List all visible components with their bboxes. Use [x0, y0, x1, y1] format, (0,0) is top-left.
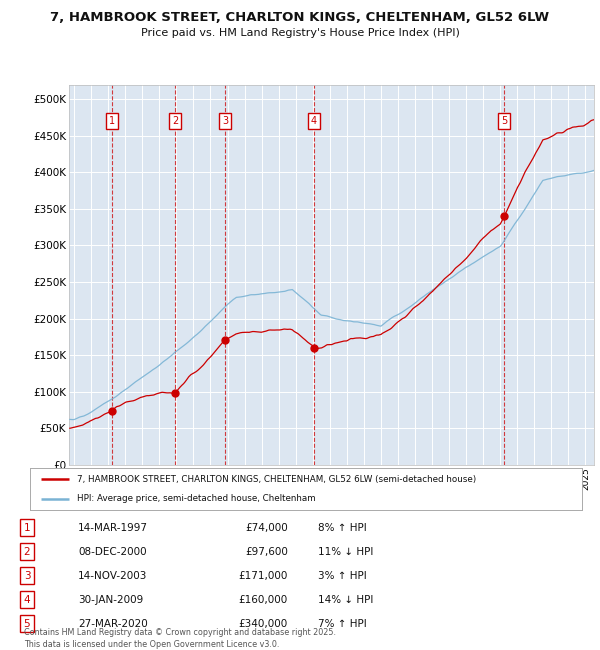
Text: 8% ↑ HPI: 8% ↑ HPI: [318, 523, 367, 533]
Text: 4: 4: [23, 595, 31, 604]
Text: 14-NOV-2003: 14-NOV-2003: [78, 571, 148, 580]
Text: £171,000: £171,000: [239, 571, 288, 580]
Text: 3% ↑ HPI: 3% ↑ HPI: [318, 571, 367, 580]
Text: 2: 2: [172, 116, 178, 126]
Text: 14% ↓ HPI: 14% ↓ HPI: [318, 595, 373, 604]
Text: 27-MAR-2020: 27-MAR-2020: [78, 619, 148, 629]
Text: 1: 1: [23, 523, 31, 533]
Text: £340,000: £340,000: [239, 619, 288, 629]
Text: 3: 3: [222, 116, 229, 126]
Text: Contains HM Land Registry data © Crown copyright and database right 2025.
This d: Contains HM Land Registry data © Crown c…: [24, 628, 336, 649]
Text: £97,600: £97,600: [245, 547, 288, 557]
Text: 5: 5: [23, 619, 31, 629]
Text: 1: 1: [109, 116, 115, 126]
Text: 4: 4: [311, 116, 317, 126]
Text: 08-DEC-2000: 08-DEC-2000: [78, 547, 146, 557]
Text: 2: 2: [23, 547, 31, 557]
Text: 7, HAMBROOK STREET, CHARLTON KINGS, CHELTENHAM, GL52 6LW (semi-detached house): 7, HAMBROOK STREET, CHARLTON KINGS, CHEL…: [77, 475, 476, 484]
Text: 14-MAR-1997: 14-MAR-1997: [78, 523, 148, 533]
Text: £160,000: £160,000: [239, 595, 288, 604]
Text: 30-JAN-2009: 30-JAN-2009: [78, 595, 143, 604]
Text: Price paid vs. HM Land Registry's House Price Index (HPI): Price paid vs. HM Land Registry's House …: [140, 28, 460, 38]
Text: £74,000: £74,000: [245, 523, 288, 533]
Text: 7, HAMBROOK STREET, CHARLTON KINGS, CHELTENHAM, GL52 6LW: 7, HAMBROOK STREET, CHARLTON KINGS, CHEL…: [50, 11, 550, 24]
Text: 11% ↓ HPI: 11% ↓ HPI: [318, 547, 373, 557]
Text: 5: 5: [501, 116, 507, 126]
Text: HPI: Average price, semi-detached house, Cheltenham: HPI: Average price, semi-detached house,…: [77, 495, 316, 503]
Text: 7% ↑ HPI: 7% ↑ HPI: [318, 619, 367, 629]
Text: 3: 3: [23, 571, 31, 580]
